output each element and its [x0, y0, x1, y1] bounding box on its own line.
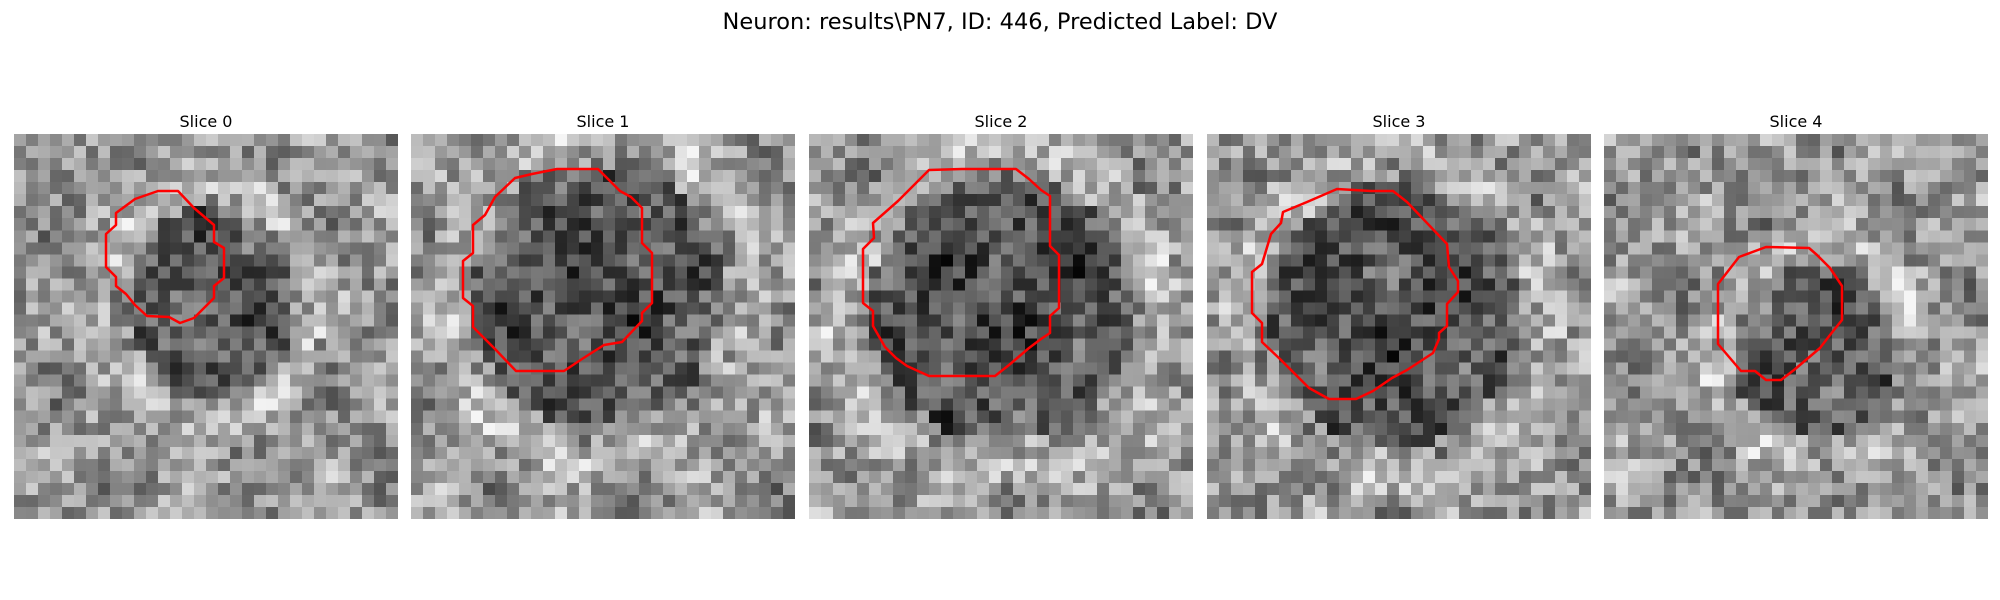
slice-image — [14, 134, 398, 519]
slice-panel-2: Slice 2 — [809, 112, 1193, 519]
slice-title: Slice 1 — [576, 112, 630, 131]
slice-title: Slice 3 — [1372, 112, 1426, 131]
slice-panel-3: Slice 3 — [1207, 112, 1591, 519]
segmentation-contour — [1716, 245, 1844, 382]
segmentation-contour — [1250, 187, 1460, 401]
slice-image — [411, 134, 795, 519]
segmentation-contour — [104, 189, 226, 325]
slice-panel-1: Slice 1 — [411, 112, 795, 519]
slice-panel-4: Slice 4 — [1604, 112, 1988, 519]
segmentation-contour — [461, 167, 654, 373]
slice-panel-0: Slice 0 — [14, 112, 398, 519]
pixel-grid — [1207, 134, 1591, 519]
figure-title: Neuron: results\PN7, ID: 446, Predicted … — [722, 9, 1278, 35]
pixel-grid — [411, 134, 795, 519]
pixel-grid — [809, 134, 1193, 519]
slice-image — [1207, 134, 1591, 519]
segmentation-contour — [861, 167, 1061, 378]
slice-title: Slice 0 — [179, 112, 233, 131]
slice-title: Slice 2 — [974, 112, 1028, 131]
pixel-grid — [14, 134, 398, 519]
slice-title: Slice 4 — [1769, 112, 1823, 131]
pixel-grid — [1604, 134, 1988, 519]
slice-image — [809, 134, 1193, 519]
slice-image — [1604, 134, 1988, 519]
